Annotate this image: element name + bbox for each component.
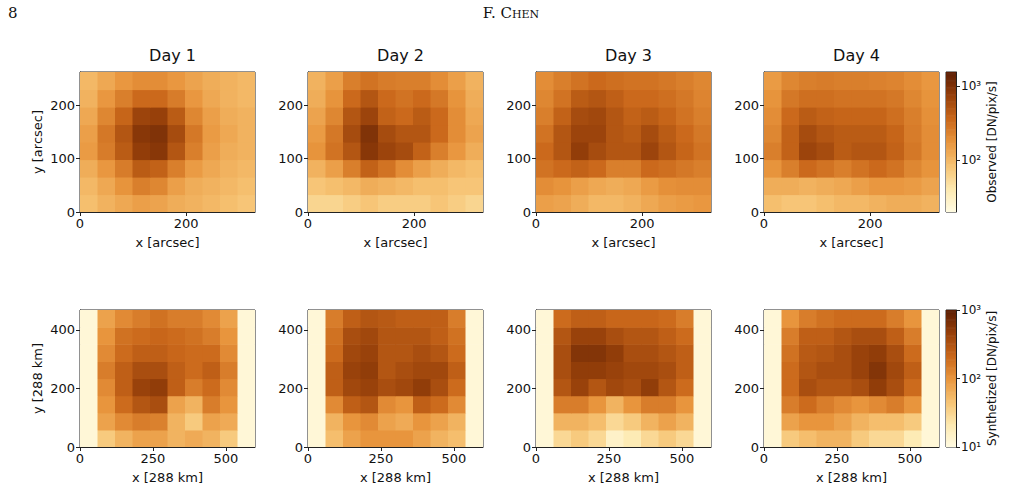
svg-text:Day 2: Day 2 — [377, 46, 424, 65]
svg-text:500: 500 — [213, 451, 238, 466]
svg-text:200: 200 — [50, 98, 75, 113]
svg-text:10¹: 10¹ — [961, 440, 981, 454]
svg-text:0: 0 — [751, 440, 759, 455]
svg-text:y [arcsec]: y [arcsec] — [30, 110, 45, 174]
svg-text:250: 250 — [141, 451, 166, 466]
svg-text:400: 400 — [50, 322, 75, 337]
svg-text:200: 200 — [402, 216, 427, 231]
svg-text:0: 0 — [76, 451, 84, 466]
svg-text:100: 100 — [50, 151, 75, 166]
svg-text:200: 200 — [278, 98, 303, 113]
svg-text:200: 200 — [734, 98, 759, 113]
svg-text:250: 250 — [825, 451, 850, 466]
svg-text:0: 0 — [760, 451, 768, 466]
svg-text:0: 0 — [304, 216, 312, 231]
svg-text:0: 0 — [532, 216, 540, 231]
svg-text:0: 0 — [751, 205, 759, 220]
svg-text:400: 400 — [506, 322, 531, 337]
svg-text:0: 0 — [304, 451, 312, 466]
svg-text:x [288 km]: x [288 km] — [360, 470, 431, 485]
svg-text:200: 200 — [506, 381, 531, 396]
svg-text:400: 400 — [734, 322, 759, 337]
svg-text:10²: 10² — [961, 153, 981, 167]
svg-text:200: 200 — [278, 381, 303, 396]
svg-text:500: 500 — [897, 451, 922, 466]
svg-text:200: 200 — [506, 98, 531, 113]
svg-text:Day 1: Day 1 — [149, 46, 196, 65]
svg-text:x [288 km]: x [288 km] — [132, 470, 203, 485]
svg-text:200: 200 — [734, 381, 759, 396]
svg-text:0: 0 — [295, 205, 303, 220]
svg-text:0: 0 — [523, 440, 531, 455]
svg-text:200: 200 — [630, 216, 655, 231]
html-text:F. Chen: F. Chen — [482, 4, 540, 22]
svg-text:100: 100 — [278, 151, 303, 166]
svg-text:10³: 10³ — [961, 303, 981, 317]
svg-text:250: 250 — [597, 451, 622, 466]
svg-text:y [288 km]: y [288 km] — [30, 343, 45, 414]
svg-text:200: 200 — [858, 216, 883, 231]
svg-text:0: 0 — [295, 440, 303, 455]
svg-text:0: 0 — [67, 440, 75, 455]
html-text:8: 8 — [8, 4, 18, 22]
svg-text:200: 200 — [174, 216, 199, 231]
svg-text:0: 0 — [532, 451, 540, 466]
svg-text:10³: 10³ — [961, 79, 981, 93]
svg-text:500: 500 — [441, 451, 466, 466]
svg-text:200: 200 — [50, 381, 75, 396]
svg-text:0: 0 — [67, 205, 75, 220]
svg-text:x [arcsec]: x [arcsec] — [363, 235, 427, 250]
svg-text:x [arcsec]: x [arcsec] — [819, 235, 883, 250]
svg-text:Synthetized [DN/pix/s]: Synthetized [DN/pix/s] — [985, 311, 999, 446]
svg-text:100: 100 — [506, 151, 531, 166]
svg-text:250: 250 — [369, 451, 394, 466]
svg-text:Observed [DN/pix/s]: Observed [DN/pix/s] — [985, 81, 999, 203]
svg-text:0: 0 — [760, 216, 768, 231]
svg-text:400: 400 — [278, 322, 303, 337]
svg-text:Day 4: Day 4 — [833, 46, 880, 65]
svg-text:x [288 km]: x [288 km] — [816, 470, 887, 485]
svg-text:x [arcsec]: x [arcsec] — [591, 235, 655, 250]
svg-text:x [288 km]: x [288 km] — [588, 470, 659, 485]
svg-text:0: 0 — [523, 205, 531, 220]
svg-text:500: 500 — [669, 451, 694, 466]
svg-text:0: 0 — [76, 216, 84, 231]
svg-text:Day 3: Day 3 — [605, 46, 652, 65]
svg-text:x [arcsec]: x [arcsec] — [135, 235, 199, 250]
svg-text:10²: 10² — [961, 372, 981, 386]
svg-text:100: 100 — [734, 151, 759, 166]
